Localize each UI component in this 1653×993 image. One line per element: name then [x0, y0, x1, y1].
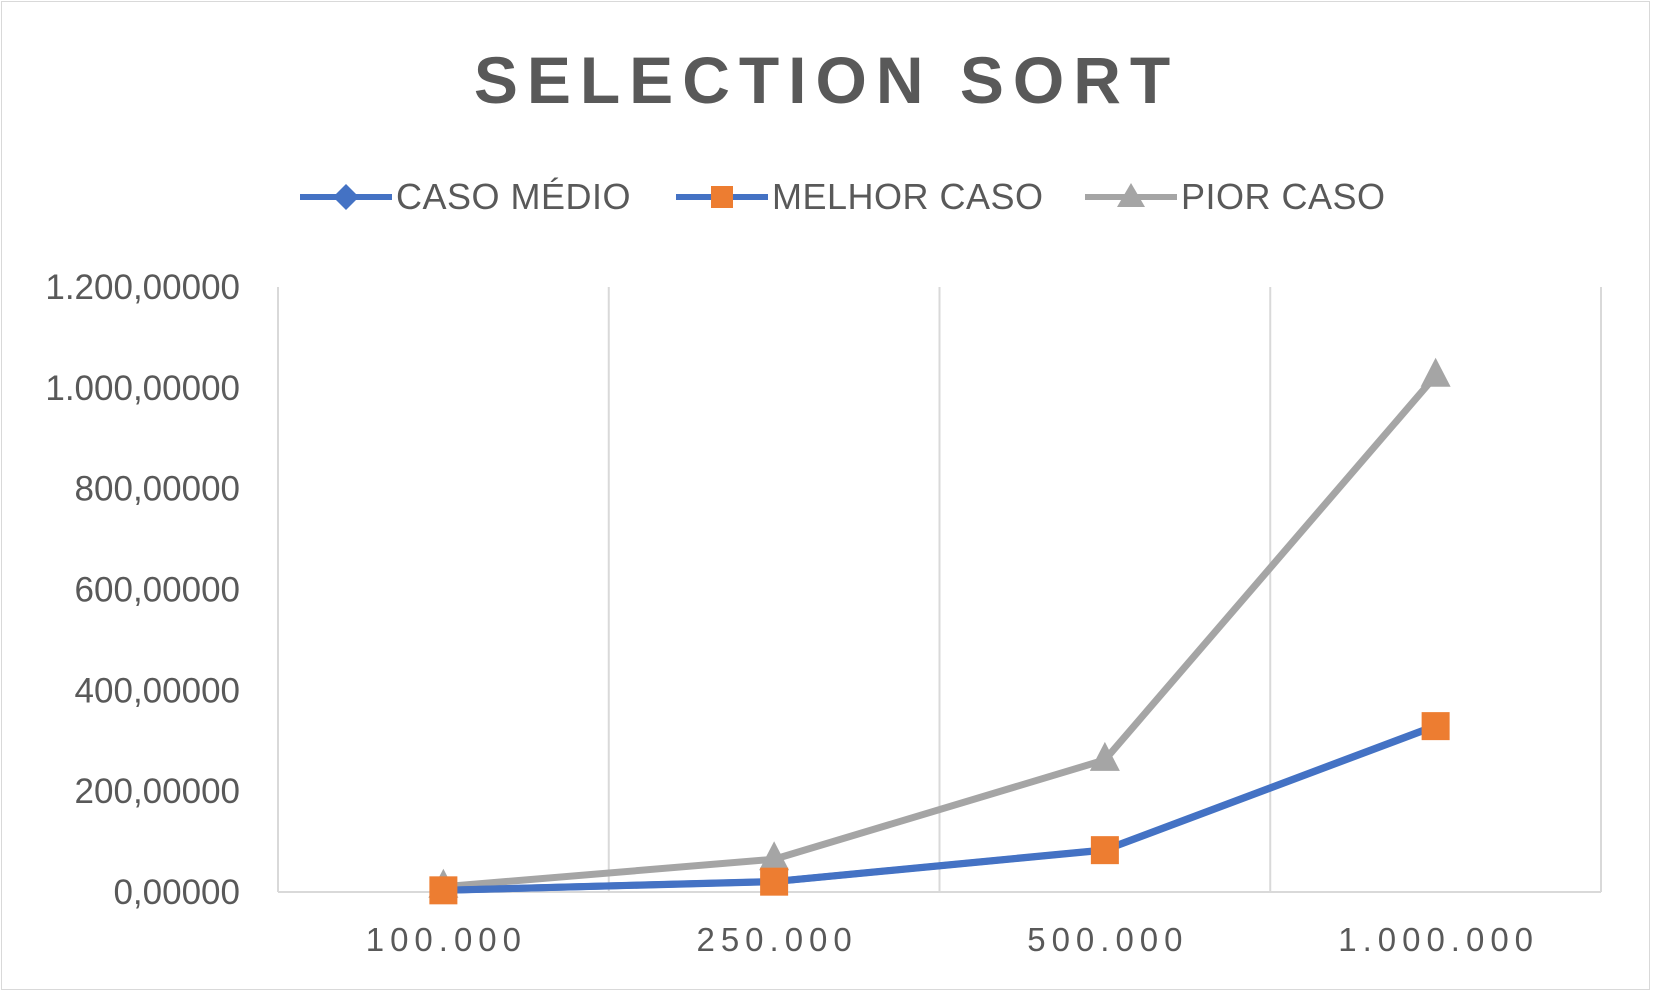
x-tick-label: 1.000.000: [1338, 921, 1539, 958]
y-tick-label: 400,00000: [75, 671, 240, 710]
x-tick-label: 250.000: [696, 921, 857, 958]
y-tick-label: 0,00000: [113, 873, 240, 912]
series-line-1: [439, 722, 1440, 894]
data-point-square: [1090, 836, 1119, 865]
data-point-triangle: [1089, 741, 1120, 771]
chart-title: SELECTION SORT: [473, 43, 1180, 117]
data-point-square: [429, 876, 458, 905]
data-point-triangle: [1420, 357, 1451, 387]
series-line-2: [439, 372, 1440, 891]
legend-marker-diamond-icon: [300, 184, 392, 210]
legend-label-caso-medio: CASO MÉDIO: [396, 176, 632, 217]
y-tick-label: 600,00000: [75, 571, 240, 610]
x-tick-label: 500.000: [1027, 921, 1188, 958]
legend-marker-square-icon: [676, 186, 768, 208]
legend-label-melhor-caso: MELHOR CASO: [772, 176, 1044, 217]
legend-label-pior-caso: PIOR CASO: [1181, 176, 1386, 217]
y-tick-label: 1.200,00000: [45, 268, 240, 307]
data-point-square: [760, 867, 789, 896]
chart-legend: CASO MÉDIO MELHOR CASO PIOR CASO: [0, 172, 1653, 222]
data-point-square: [1421, 712, 1450, 741]
y-tick-label: 800,00000: [75, 470, 240, 509]
y-tick-label: 200,00000: [75, 772, 240, 811]
legend-marker-triangle-icon: [1085, 183, 1177, 207]
data-point-triangle: [759, 841, 790, 871]
x-tick-label: 100.000: [366, 921, 527, 958]
y-tick-label: 1.000,00000: [45, 369, 240, 408]
